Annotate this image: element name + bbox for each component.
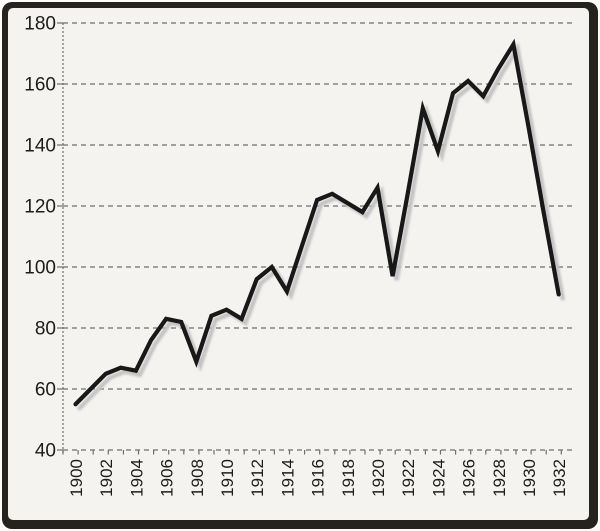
y-axis-label: 60	[35, 380, 56, 401]
x-axis-ticks	[62, 450, 562, 455]
x-axis-label: 1902	[97, 459, 116, 497]
y-axis-ticks	[57, 22, 63, 451]
x-axis-label: 1914	[278, 459, 297, 497]
x-axis-label: 1924	[429, 459, 448, 497]
x-axis-label: 1918	[339, 459, 358, 497]
y-axis-label: 80	[35, 319, 56, 340]
x-axis-label: 1928	[490, 459, 509, 497]
y-axis-labels: 40 60 80 100 120 140 160 180	[24, 14, 56, 462]
y-axis-label: 180	[24, 14, 56, 35]
gridlines	[63, 22, 572, 451]
figure-background	[8, 8, 589, 520]
y-axis-label: 120	[24, 197, 56, 218]
x-axis-label: 1906	[158, 459, 177, 497]
y-axis-label: 40	[35, 441, 56, 462]
x-axis-label: 1922	[399, 459, 418, 497]
x-axis-label: 1910	[218, 459, 237, 497]
y-axis-label: 100	[24, 258, 56, 279]
x-axis-label: 1904	[127, 459, 146, 497]
y-axis-label: 140	[24, 136, 56, 157]
y-axis-label: 160	[24, 75, 56, 96]
x-axis-label: 1908	[188, 459, 207, 497]
x-axis-label: 1900	[67, 459, 86, 497]
x-axis-label: 1920	[369, 459, 388, 497]
x-axis-labels: 1900 1902 1904 1906 1908 1910 1912 1914 1916 1918…	[67, 459, 569, 497]
x-axis-label: 1932	[550, 459, 569, 497]
x-axis-label: 1916	[309, 459, 328, 497]
x-axis-label: 1930	[520, 459, 539, 497]
x-axis-label: 1926	[460, 459, 479, 497]
x-axis-label: 1912	[248, 459, 267, 497]
data-line	[73, 38, 561, 407]
